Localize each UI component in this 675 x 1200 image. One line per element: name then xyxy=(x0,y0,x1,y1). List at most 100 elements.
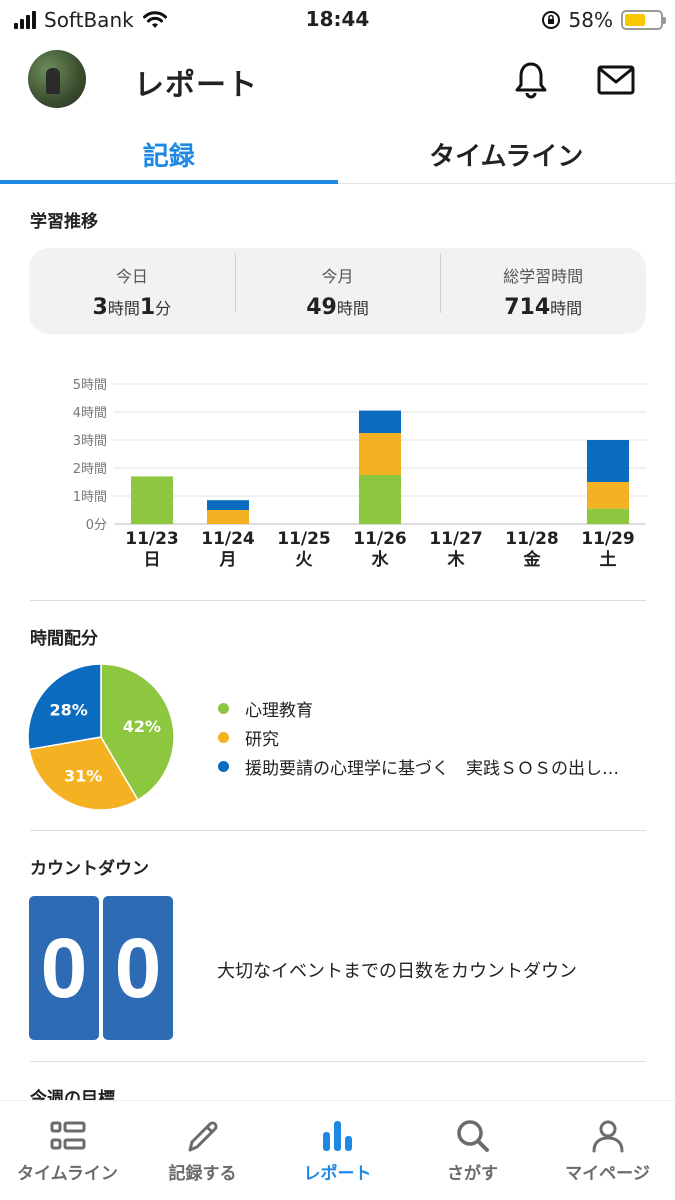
legend-item: 研究 xyxy=(218,723,619,752)
bar-segment xyxy=(587,482,629,509)
tab-timeline[interactable]: タイムライン xyxy=(429,142,584,172)
tabbar-item-report[interactable]: レポート xyxy=(270,1101,405,1200)
legend-label: 心理教育 xyxy=(245,701,313,721)
bar-segment xyxy=(359,433,401,475)
y-tick-label: 4時間 xyxy=(73,406,107,421)
legend-label: 研究 xyxy=(245,730,279,750)
section-title-countdown: カウントダウン xyxy=(30,859,149,879)
x-tick-label: 11/26 xyxy=(353,529,407,549)
page-title: レポート xyxy=(134,68,258,103)
countdown-description[interactable]: 大切なイベントまでの日数をカウントダウン xyxy=(217,961,577,982)
stat-total: 総学習時間 714時間 xyxy=(440,252,646,320)
study-bar-chart: 0分 1時間 2時間 3時間 4時間 5時間 11/23日 11/24月 11/25火 11/26… xyxy=(73,378,646,570)
x-weekday-label: 日 xyxy=(144,550,161,570)
time-allocation-pie-chart: 42% 31% 28% xyxy=(27,663,175,811)
bar-segment xyxy=(587,508,629,524)
x-weekday-label: 土 xyxy=(600,549,617,570)
pie-slice-label: 31% xyxy=(64,766,102,785)
x-tick-label: 11/28 xyxy=(505,529,559,549)
stat-value: 49時間 xyxy=(306,294,369,320)
bell-icon xyxy=(515,62,547,99)
legend-dot xyxy=(218,732,229,743)
pie-slice xyxy=(27,663,102,751)
bar-segment xyxy=(359,410,401,433)
tabbar-item-mypage[interactable]: マイページ xyxy=(540,1101,675,1200)
divider xyxy=(30,830,646,831)
tabbar-label: 記録する xyxy=(168,1164,237,1184)
section-title-study-trend: 学習推移 xyxy=(30,212,98,232)
y-tick-label: 1時間 xyxy=(73,490,107,505)
bar-segment xyxy=(207,510,249,524)
bottom-tab-bar: タイムライン 記録する レポート さがす マイページ xyxy=(0,1100,675,1200)
x-weekday-label: 金 xyxy=(523,549,542,570)
legend-item: 援助要請の心理学に基づく 実践ＳＯＳの出し… xyxy=(218,752,619,781)
tabbar-label: レポート xyxy=(303,1164,372,1184)
legend-item: 心理教育 xyxy=(218,694,619,723)
tabbar-item-record[interactable]: 記録する xyxy=(135,1101,270,1200)
x-tick-label: 11/25 xyxy=(277,529,331,549)
bar-segment xyxy=(587,440,629,482)
x-tick-label: 11/27 xyxy=(429,529,483,549)
app-header: レポート xyxy=(0,38,675,122)
list-icon xyxy=(50,1121,85,1150)
stat-label: 今月 xyxy=(321,266,354,286)
report-tabs: 記録 タイムライン xyxy=(0,122,675,184)
carrier-name: SoftBank xyxy=(44,8,134,32)
tabbar-label: さがす xyxy=(447,1164,498,1184)
tabbar-item-search[interactable]: さがす xyxy=(405,1101,540,1200)
status-bar: SoftBank 18:44 58% xyxy=(0,0,675,38)
section-title-time-allocation: 時間配分 xyxy=(30,629,98,649)
stat-value: 3時間1分 xyxy=(92,294,172,320)
countdown-digit[interactable]: 0 xyxy=(103,896,173,1040)
pencil-icon xyxy=(188,1121,218,1152)
pie-slice-label: 42% xyxy=(123,717,161,736)
battery-percent: 58% xyxy=(568,8,613,32)
rotation-lock-icon xyxy=(541,11,560,29)
x-tick-label: 11/23 xyxy=(125,529,179,549)
x-tick-label: 11/24 xyxy=(201,529,255,549)
pie-slice-label: 28% xyxy=(49,701,87,720)
tabbar-item-timeline[interactable]: タイムライン xyxy=(0,1101,135,1200)
person-icon xyxy=(592,1120,623,1153)
stat-today: 今日 3時間1分 xyxy=(29,263,235,320)
x-weekday-label: 水 xyxy=(372,549,390,570)
bar-chart-icon xyxy=(322,1121,352,1151)
y-tick-label: 0分 xyxy=(86,518,107,533)
search-icon xyxy=(456,1120,489,1152)
avatar[interactable] xyxy=(28,50,86,108)
stat-this-month: 今月 49時間 xyxy=(234,252,441,320)
mail-icon xyxy=(597,65,635,95)
signal-icon xyxy=(14,11,36,29)
pie-slice xyxy=(100,663,175,802)
stat-label: 総学習時間 xyxy=(503,266,584,286)
y-tick-label: 5時間 xyxy=(73,378,107,393)
legend-dot xyxy=(218,761,229,772)
legend-label: 援助要請の心理学に基づく 実践ＳＯＳの出し… xyxy=(245,759,619,779)
divider xyxy=(30,1061,646,1062)
y-tick-label: 2時間 xyxy=(73,462,107,477)
status-time: 18:44 xyxy=(305,7,370,31)
stat-label: 今日 xyxy=(115,266,148,286)
x-tick-label: 11/29 xyxy=(581,529,635,549)
x-weekday-label: 月 xyxy=(219,550,237,570)
bar-segment xyxy=(359,475,401,524)
battery-icon xyxy=(621,10,666,30)
bar-segment xyxy=(131,476,173,524)
message-button[interactable] xyxy=(592,56,640,104)
countdown-digit[interactable]: 0 xyxy=(29,896,99,1040)
x-weekday-label: 火 xyxy=(296,550,314,570)
stat-value: 714時間 xyxy=(504,294,583,320)
wifi-icon xyxy=(142,11,167,28)
pie-slice xyxy=(28,736,139,811)
tabbar-label: マイページ xyxy=(565,1164,650,1184)
tab-record[interactable]: 記録 xyxy=(0,122,338,184)
study-summary-card: 今日 3時間1分 今月 49時間 総学習時間 714時間 xyxy=(29,248,646,334)
y-tick-label: 3時間 xyxy=(73,434,107,449)
divider xyxy=(30,600,646,601)
bar-segment xyxy=(207,500,249,510)
tabbar-label: タイムライン xyxy=(17,1164,118,1184)
legend-dot xyxy=(218,703,229,714)
notification-button[interactable] xyxy=(507,56,555,104)
x-weekday-label: 木 xyxy=(447,549,466,570)
pie-legend: 心理教育 研究 援助要請の心理学に基づく 実践ＳＯＳの出し… xyxy=(218,694,619,781)
